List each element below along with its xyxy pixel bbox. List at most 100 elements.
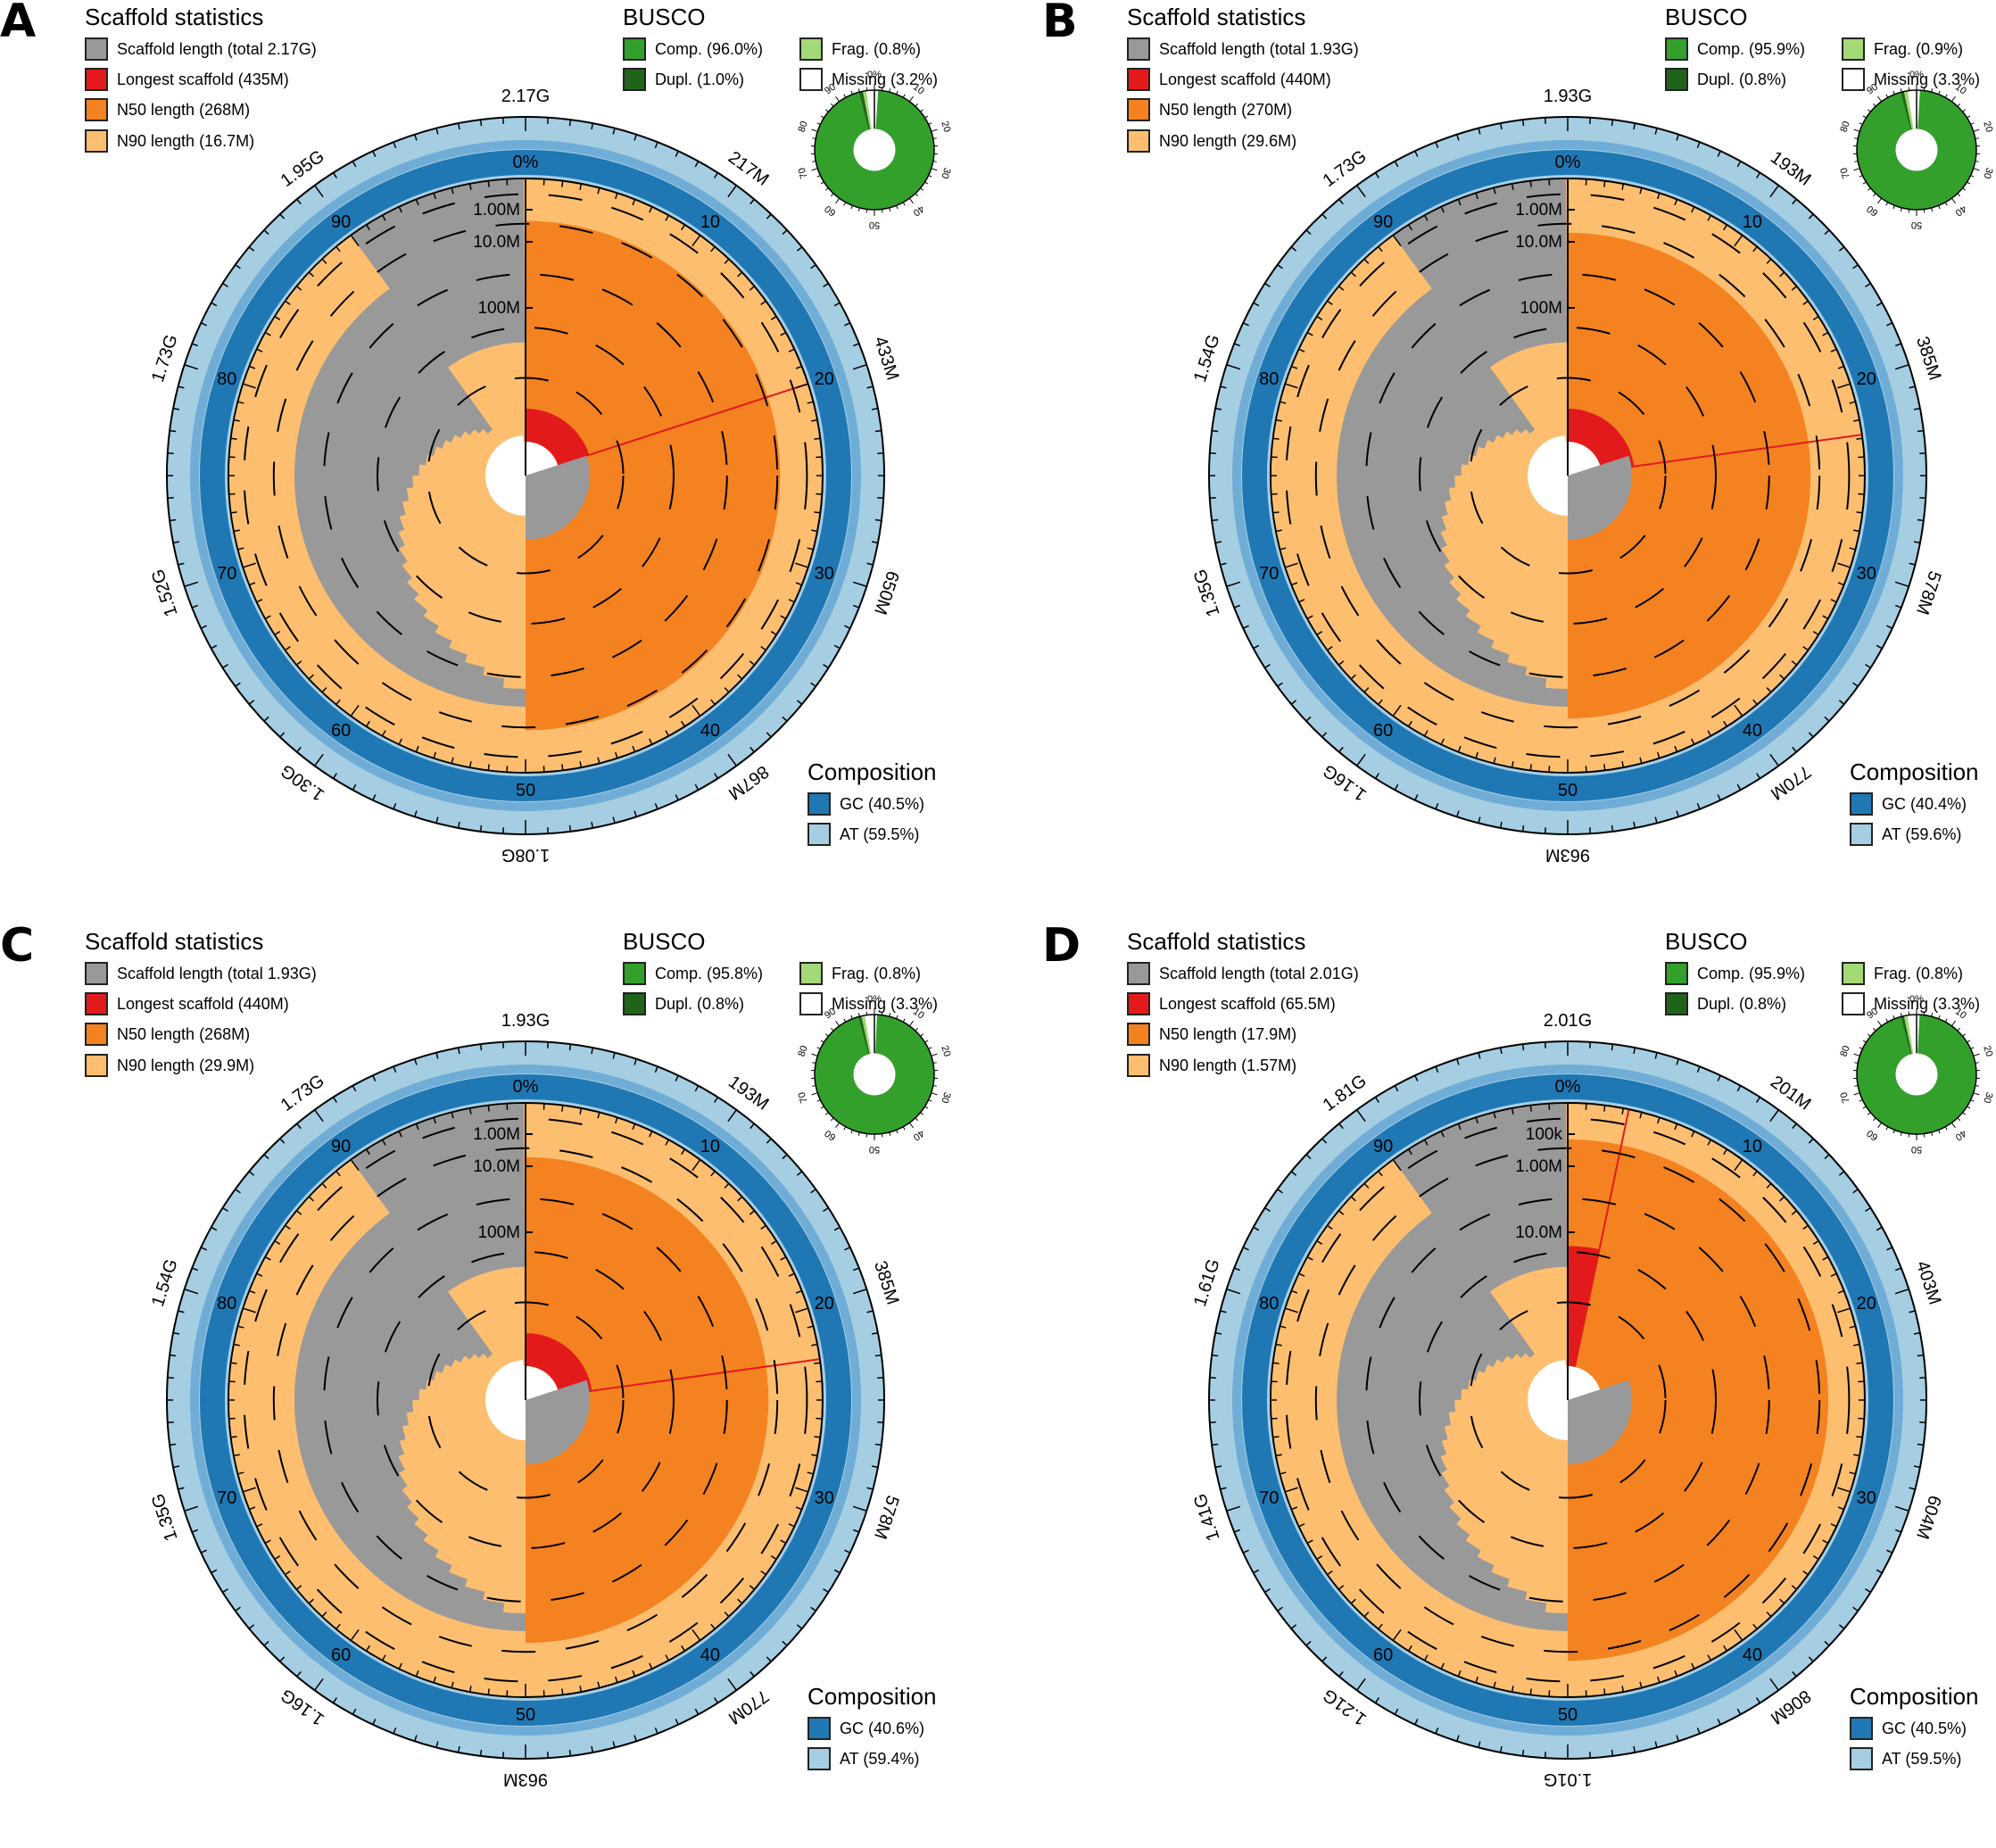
percent-label: 50: [516, 781, 535, 800]
outer-tick: [874, 1443, 882, 1446]
busco-tick: [1859, 1099, 1863, 1102]
busco-tick-label: 70: [797, 166, 810, 179]
percent-tick: [1273, 1436, 1280, 1438]
busco-tick-label: 40: [911, 203, 926, 219]
legend-label: Dupl. (0.8%): [1697, 995, 1787, 1013]
outer-tick: [1769, 1109, 1779, 1123]
percent-tick: [322, 259, 327, 264]
outer-tick-label: 963M: [1545, 845, 1590, 865]
scale-arc: [1419, 327, 1717, 625]
percent-tick: [760, 646, 766, 651]
busco-tick: [1957, 1027, 1960, 1032]
legend-label: Longest scaffold (440M): [1159, 70, 1331, 88]
busco-tick: [908, 1020, 914, 1027]
busco-tick-label: 0%: [867, 994, 882, 1005]
percent-tick: [1364, 259, 1370, 264]
outer-tick: [1894, 604, 1902, 609]
busco-tick: [1867, 1112, 1871, 1115]
percent-tick: [760, 301, 766, 305]
outer-tick: [1808, 213, 1814, 220]
busco-tick: [1957, 103, 1960, 107]
percent-tick: [451, 1113, 454, 1119]
percent-tick: [1351, 1598, 1356, 1604]
outer-tick: [1865, 664, 1871, 669]
percent-tick: [1621, 761, 1624, 767]
outer-tick: [1356, 1678, 1366, 1691]
composition-title: Composition: [808, 758, 937, 785]
busco-tick: [820, 115, 824, 119]
busco-tick-label: 20: [939, 120, 952, 133]
busco-tick: [915, 193, 918, 197]
percent-tick: [1657, 1118, 1661, 1124]
busco-tick: [816, 122, 821, 125]
outer-tick: [1824, 716, 1830, 722]
outer-tick: [1305, 1640, 1312, 1646]
legend-label: Dupl. (0.8%): [655, 995, 745, 1013]
percent-tick: [788, 348, 794, 352]
percent-tick: [1378, 1171, 1383, 1177]
outer-tick: [1894, 1529, 1902, 1533]
percent-tick: [1822, 332, 1828, 336]
n50-region: [1568, 232, 1811, 719]
percent-tick: [1802, 301, 1809, 305]
busco-tick: [850, 1015, 853, 1019]
outer-tick-label: 1.73G: [148, 332, 182, 385]
outer-tick: [170, 1443, 177, 1446]
snail-plot-b: 1.00M 10.0M 100M 0% 10 20 30 40 50 60 70 80 90 1.93G 1…: [1190, 70, 1995, 865]
outer-tick: [1521, 825, 1525, 832]
busco-tick: [1885, 1126, 1889, 1131]
percent-tick: [234, 529, 240, 532]
percent-tick: [469, 1686, 472, 1692]
outer-tick: [727, 185, 737, 198]
busco-tick: [1931, 88, 1934, 93]
percent-tick: [1766, 687, 1771, 692]
outer-tick: [1808, 732, 1814, 738]
outer-tick: [248, 246, 255, 252]
outer-tick-label: 385M: [870, 1258, 902, 1306]
percent-tick: [433, 1118, 436, 1124]
percent-tick: [398, 1662, 402, 1669]
busco-tick: [902, 94, 906, 98]
outer-tick: [1876, 302, 1883, 307]
percent-tick: [250, 1506, 256, 1510]
swatch-comp: [1665, 962, 1688, 985]
outer-tick: [1338, 1670, 1344, 1678]
center-blank: [485, 1360, 526, 1440]
outer-tick: [1233, 1267, 1241, 1272]
busco-tick: [1950, 197, 1956, 204]
percent-tick: [275, 316, 281, 320]
percent-tick: [296, 1210, 302, 1215]
outer-tick: [1521, 1749, 1525, 1756]
outer-tick: [235, 682, 241, 687]
outer-tick: [1894, 1505, 1909, 1512]
percent-tick: [351, 1159, 360, 1172]
busco-tick: [1862, 1106, 1867, 1109]
legend-busco-missing: Missing (3.3%): [1842, 992, 1980, 1015]
n50-region: [526, 1156, 769, 1644]
percent-ring: 0% 10 20 30 40 50 60 70 80 90: [1259, 153, 1876, 800]
outer-tick-label: 1.35G: [148, 1491, 182, 1544]
percent-tick: [1408, 1149, 1412, 1156]
swatch-n90: [85, 1054, 108, 1077]
outer-tick: [314, 1109, 324, 1123]
outer-tick: [1824, 1154, 1830, 1160]
outer-tick: [1654, 1741, 1658, 1748]
percent-tick: [335, 1623, 341, 1629]
outer-tick: [1865, 282, 1871, 287]
outer-tick: [1499, 821, 1503, 829]
swatch-n90: [85, 129, 108, 153]
percent-tick: [322, 1612, 327, 1617]
percent-tick: [724, 259, 729, 264]
outer-tick: [1212, 429, 1219, 433]
legend-scaffold-length: Scaffold length (total 2.01G): [1127, 962, 1359, 985]
legend-label: AT (59.5%): [1882, 1750, 1962, 1768]
busco-tick: [1885, 94, 1889, 98]
percent-tick: [597, 188, 600, 195]
busco-tick: [1885, 1018, 1889, 1023]
outer-tick: [823, 282, 829, 287]
scale-arc: [377, 327, 675, 625]
swatch-longest: [85, 68, 108, 91]
outer-tick: [727, 1678, 737, 1691]
outer-tick: [332, 172, 337, 178]
swatch-frag: [1842, 962, 1865, 985]
